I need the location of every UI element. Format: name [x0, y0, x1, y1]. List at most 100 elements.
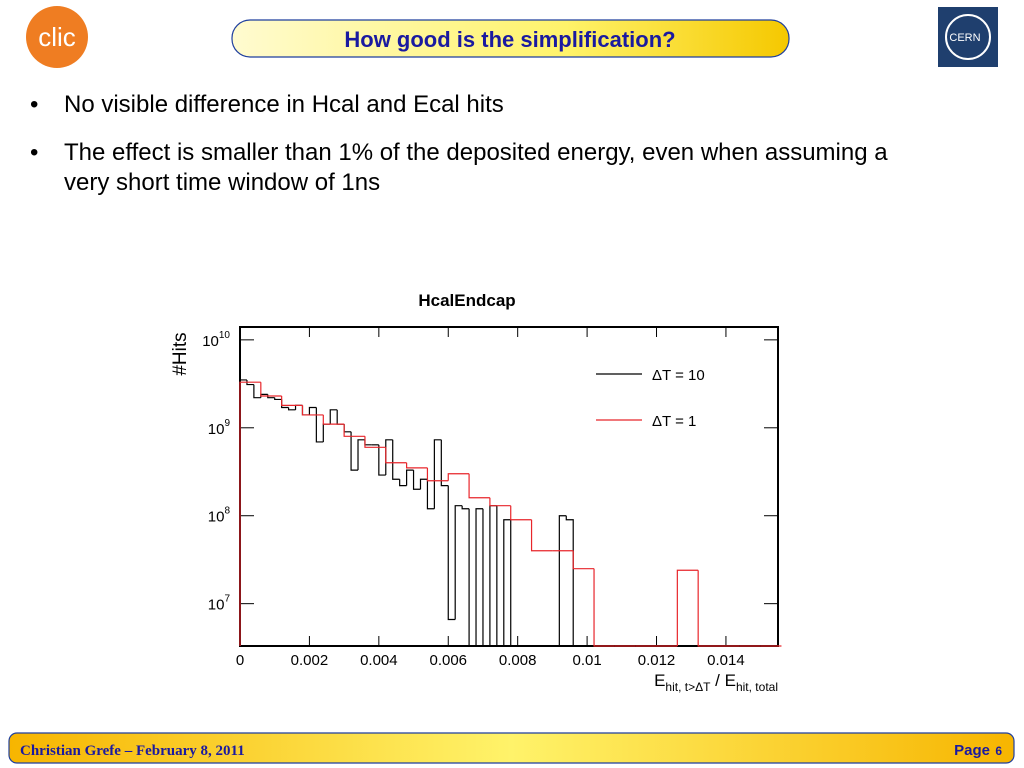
histogram-bin — [239, 379, 247, 646]
legend-label: ΔT = 1 — [652, 413, 696, 430]
histogram-bin — [530, 519, 553, 552]
x-tick-label: 0.012 — [638, 652, 676, 669]
x-tick-label: 0.002 — [291, 652, 329, 669]
y-tick-exponent: 8 — [224, 506, 230, 517]
histogram-bin — [357, 439, 365, 471]
histogram-bin — [426, 467, 449, 482]
bullet: No visible difference in Hcal and Ecal h… — [30, 90, 900, 120]
cern-logo: CERN — [938, 7, 998, 67]
footer-page-number: 6 — [995, 744, 1002, 758]
y-tick-base: 10 — [202, 333, 219, 350]
histogram-bin — [440, 439, 449, 487]
histogram-bin — [468, 508, 477, 647]
histogram-bin — [239, 381, 261, 646]
histogram-bin — [468, 473, 490, 499]
histogram-bin — [406, 469, 414, 486]
histogram-bin — [315, 407, 324, 443]
histogram-bin — [287, 407, 296, 411]
x-tick-label: 0.008 — [499, 652, 537, 669]
y-axis-label: #Hits — [170, 332, 191, 375]
histogram-bin — [322, 423, 331, 442]
histogram-bin — [447, 485, 456, 621]
histogram-bin — [281, 395, 303, 406]
footer-page-label: Page — [954, 742, 990, 759]
x-tick-label: 0.014 — [707, 652, 745, 669]
histogram-bin — [294, 404, 303, 410]
histogram-bin — [482, 508, 490, 647]
histogram-bin — [364, 436, 386, 448]
histogram-bin — [301, 405, 324, 416]
histogram-bin — [572, 550, 595, 570]
histogram-bin — [385, 447, 407, 464]
histogram-bin — [461, 505, 470, 510]
histogram-bin — [489, 497, 511, 507]
legend-label: ΔT = 10 — [652, 367, 705, 384]
histogram-bin — [392, 439, 400, 480]
x-axis-label: Ehit, t>ΔT / Ehit, total — [654, 671, 778, 694]
title-bar — [231, 19, 790, 58]
x-tick-label: 0.01 — [572, 652, 601, 669]
histogram-bin — [260, 382, 282, 397]
clic-logo: clic — [26, 6, 88, 68]
histogram-bin — [378, 444, 386, 476]
chart: HcalEndcap #Hits Ehit, t>ΔT / Ehit, tota… — [170, 291, 782, 694]
slide-title: How good is the simplification? — [344, 27, 675, 52]
y-tick-base: 10 — [208, 421, 225, 438]
histogram-bin — [343, 424, 352, 433]
y-tick-label: 107 — [208, 594, 231, 614]
histogram-bin — [406, 462, 428, 469]
histogram-bin — [558, 515, 567, 646]
histogram-bin — [593, 568, 615, 647]
histogram-bin — [697, 570, 719, 647]
histogram-bin — [322, 414, 345, 425]
histogram-bin — [364, 439, 372, 446]
histogram-bin — [510, 519, 518, 647]
histogram-bin — [343, 424, 365, 437]
histogram-bin — [426, 479, 435, 510]
x-tick-label: 0 — [236, 652, 244, 669]
y-tick-exponent: 7 — [224, 594, 230, 605]
footer-author: Christian Grefe – February 8, 2011 — [20, 743, 245, 759]
y-tick-label: 108 — [208, 506, 231, 526]
histogram-bin — [336, 409, 345, 425]
y-tick-exponent: 9 — [224, 418, 230, 429]
chart-title: HcalEndcap — [418, 291, 515, 310]
histogram-bin — [475, 508, 483, 646]
y-tick-exponent: 10 — [219, 330, 231, 341]
histogram-bin — [565, 515, 574, 646]
histogram-bin — [308, 406, 317, 415]
x-label-part: / E — [710, 671, 736, 690]
histogram-bin — [419, 478, 428, 490]
y-tick-label: 1010 — [202, 330, 230, 350]
histogram-bin — [503, 519, 511, 646]
histogram-bin — [489, 505, 497, 646]
histogram-bin — [350, 431, 359, 471]
histogram-bin — [246, 379, 254, 386]
cern-logo-text: CERN — [949, 32, 980, 44]
histogram-bin — [433, 439, 442, 509]
histogram-bin — [447, 473, 470, 481]
x-label-sub: hit, total — [736, 680, 778, 694]
y-tick-base: 10 — [208, 597, 225, 614]
bullet-list: No visible difference in Hcal and Ecal h… — [30, 90, 900, 216]
y-tick-label: 109 — [208, 418, 231, 438]
histogram-bin — [301, 405, 310, 416]
footer-bar — [8, 732, 1015, 764]
histogram-bin — [412, 470, 421, 490]
histogram-bin — [399, 479, 407, 487]
histogram-bin — [510, 505, 532, 521]
histogram-bin — [274, 397, 282, 401]
histogram-bin — [676, 569, 699, 646]
histogram-bin — [329, 409, 338, 425]
x-label-sub: hit, t>ΔT — [665, 680, 711, 694]
x-label-part: E — [654, 671, 665, 690]
x-tick-label: 0.006 — [429, 652, 467, 669]
histogram-bin — [281, 399, 289, 409]
clic-logo-text: clic — [38, 22, 76, 52]
bullet: The effect is smaller than 1% of the dep… — [30, 138, 900, 198]
histogram-bin — [454, 505, 463, 620]
histogram-bin — [385, 439, 393, 476]
histogram-bin — [253, 384, 261, 399]
